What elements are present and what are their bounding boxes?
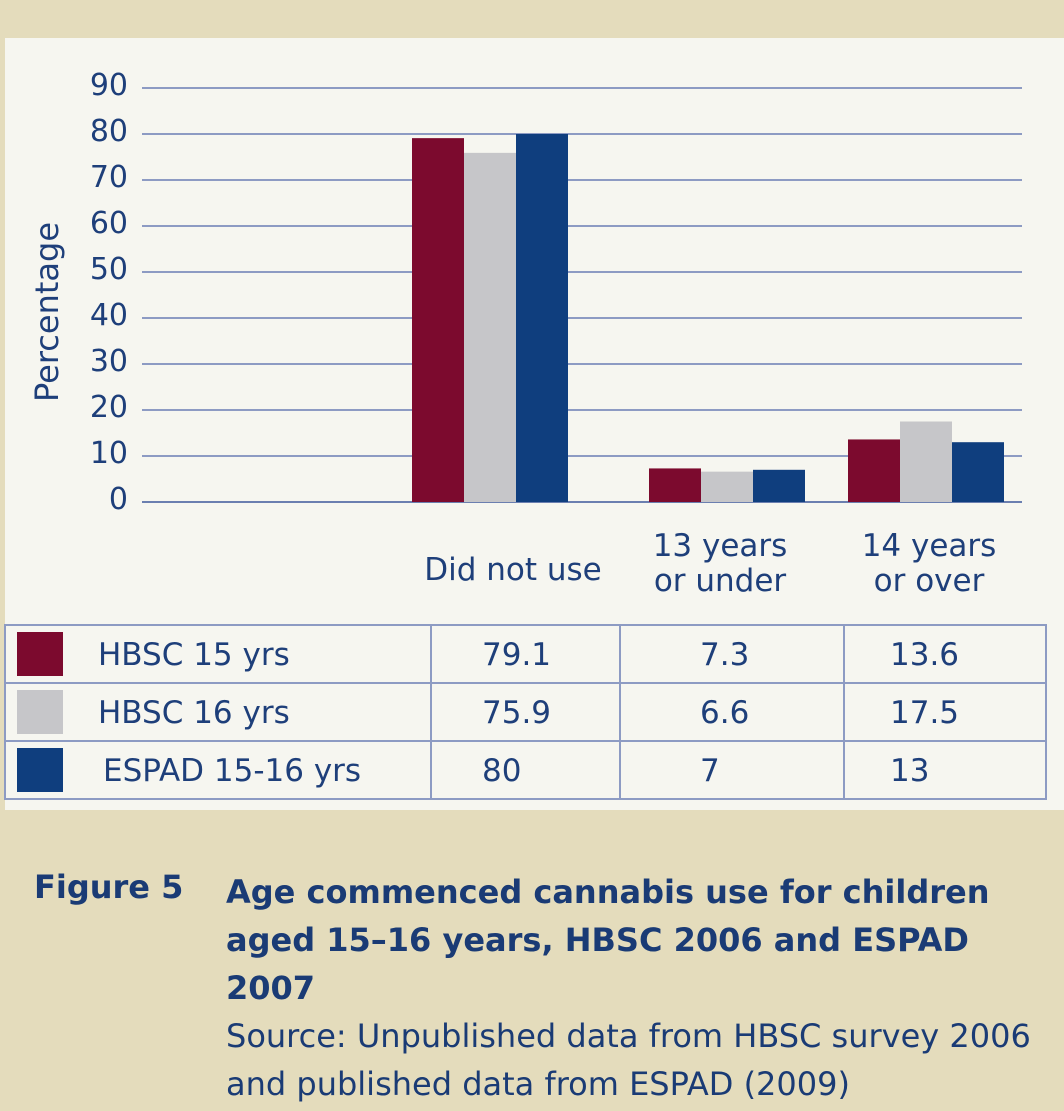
gridlines: [142, 87, 1022, 503]
table-cell-value: 7.3: [700, 637, 749, 673]
bar: [649, 468, 701, 502]
y-tick-label: 90: [90, 68, 128, 103]
y-axis-ticks: 0 10 20 30 40 50 60 70 80 90: [90, 68, 128, 517]
bar: [412, 138, 464, 502]
bar: [848, 439, 900, 502]
legend-label: ESPAD 15-16 yrs: [103, 753, 361, 789]
legend-swatch: [17, 690, 63, 734]
y-tick-label: 30: [90, 344, 128, 379]
table-cell-value: 13: [890, 753, 929, 789]
y-tick-label: 70: [90, 160, 128, 195]
bar: [753, 469, 805, 502]
chart: 0 10 20 30 40 50 60 70 80 90 Percentage Did not u…: [4, 68, 1047, 800]
y-axis-label: Percentage: [28, 222, 66, 402]
y-tick-label: 10: [90, 436, 128, 471]
y-tick-label: 80: [90, 114, 128, 149]
legend-swatch: [17, 748, 63, 792]
table-cell-value: 13.6: [890, 637, 959, 673]
table-cell-value: 6.6: [700, 695, 749, 731]
figure-title: Age commenced cannabis use for children …: [226, 873, 990, 1007]
y-tick-label: 0: [109, 482, 128, 517]
y-tick-label: 20: [90, 390, 128, 425]
bar: [900, 421, 952, 502]
bar: [516, 134, 568, 502]
table-cell-value: 80: [482, 753, 521, 789]
table-cell-value: 17.5: [890, 695, 959, 731]
table-cell-value: 79.1: [482, 637, 551, 673]
table-cell-value: 75.9: [482, 695, 551, 731]
table-cell-value: 7: [700, 753, 720, 789]
bar: [464, 152, 516, 503]
legend-swatch: [17, 632, 63, 676]
caption-text: Age commenced cannabis use for children …: [226, 868, 1046, 1108]
category-label: Did not use: [424, 552, 602, 588]
category-label: or under: [654, 563, 787, 599]
category-label: 13 years: [653, 528, 788, 564]
figure-number: Figure 5: [34, 868, 184, 906]
figure-source: Source: Unpublished data from HBSC surve…: [226, 1017, 1031, 1103]
table-border: [4, 624, 1047, 800]
legend-label: HBSC 16 yrs: [98, 695, 290, 731]
bar: [701, 471, 753, 502]
legend-label: HBSC 15 yrs: [98, 637, 290, 673]
y-tick-label: 50: [90, 252, 128, 287]
data-table: HBSC 15 yrs 79.1 7.3 13.6 HBSC 16 yrs 75.9 6.6…: [4, 624, 1047, 800]
bar: [952, 442, 1004, 502]
category-label: 14 years: [862, 528, 997, 564]
bars: [412, 134, 1004, 503]
y-tick-label: 60: [90, 206, 128, 241]
y-tick-label: 40: [90, 298, 128, 333]
category-label: or over: [874, 563, 985, 599]
